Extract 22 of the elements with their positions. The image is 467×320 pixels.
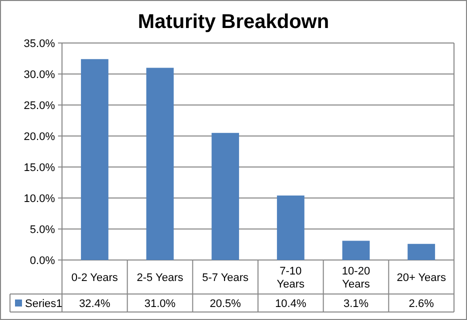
y-tick-label: 5.0% (30, 224, 56, 236)
y-tick-label: 0.0% (30, 254, 56, 267)
data-label: 32.4% (79, 298, 110, 310)
data-label: 3.1% (343, 298, 369, 310)
x-tick-label: 5-7 Years (202, 272, 250, 284)
chart-title: Maturity Breakdown (138, 11, 330, 33)
x-tick-label: 10-20 Years (342, 265, 370, 290)
x-tick-label: 2-5 Years (136, 272, 184, 284)
data-label: 31.0% (144, 298, 176, 310)
x-tick-label: 0-2 Years (71, 272, 118, 284)
y-tick-label: 25.0% (24, 100, 56, 112)
legend-label: Series1 (25, 298, 62, 310)
y-tick-label: 30.0% (24, 68, 56, 81)
data-label: 10.4% (275, 298, 306, 310)
data-label: 20.5% (210, 298, 242, 310)
y-tick-label: 20.0% (24, 130, 56, 143)
y-tick-label: 15.0% (24, 162, 56, 174)
y-tick-label: 10.0% (24, 192, 56, 205)
x-tick-label: 20+ Years (396, 272, 446, 284)
x-tick-label: 7-10 Years (276, 265, 306, 290)
y-tick-label: 35.0% (24, 38, 56, 50)
data-label: 2.6% (408, 298, 434, 310)
